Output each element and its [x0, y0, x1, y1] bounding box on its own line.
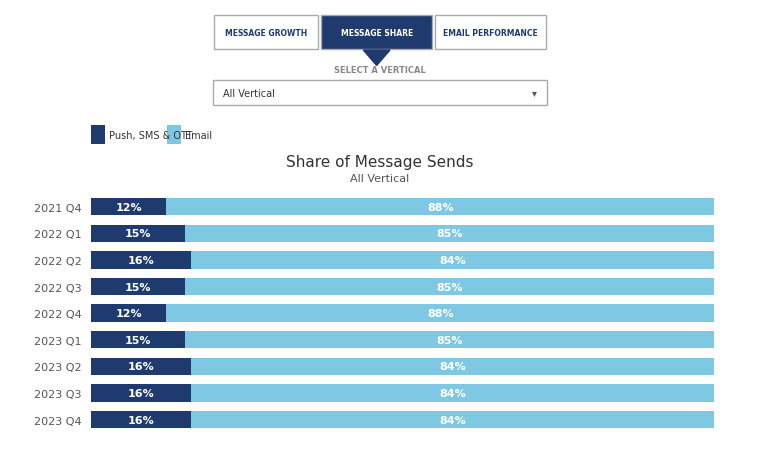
Text: ▾: ▾: [532, 88, 537, 98]
Text: 15%: 15%: [125, 229, 151, 239]
Text: 16%: 16%: [128, 414, 154, 425]
Bar: [185, 225, 714, 242]
Text: 84%: 84%: [439, 255, 466, 265]
Bar: [91, 358, 191, 375]
Text: Email: Email: [185, 130, 213, 140]
Text: Push, SMS & OTT: Push, SMS & OTT: [109, 130, 193, 140]
Text: 84%: 84%: [439, 362, 466, 372]
Text: All Vertical: All Vertical: [223, 88, 274, 98]
Bar: [191, 411, 714, 428]
Text: 88%: 88%: [427, 308, 454, 318]
Bar: [91, 331, 185, 349]
Text: 16%: 16%: [128, 255, 154, 265]
Bar: [91, 305, 166, 322]
Bar: [185, 331, 714, 349]
Text: EMAIL PERFORMANCE: EMAIL PERFORMANCE: [443, 28, 538, 37]
Text: All Vertical: All Vertical: [350, 173, 410, 183]
Text: Share of Message Sends: Share of Message Sends: [287, 155, 473, 170]
Polygon shape: [363, 51, 390, 66]
Text: 16%: 16%: [128, 362, 154, 372]
Bar: [91, 252, 191, 269]
Text: MESSAGE GROWTH: MESSAGE GROWTH: [225, 28, 308, 37]
Text: 15%: 15%: [125, 282, 151, 292]
Text: 84%: 84%: [439, 414, 466, 425]
Bar: [91, 411, 191, 428]
FancyBboxPatch shape: [435, 15, 546, 50]
FancyBboxPatch shape: [321, 15, 432, 50]
Bar: [166, 198, 714, 216]
Text: 12%: 12%: [116, 308, 142, 318]
FancyBboxPatch shape: [167, 126, 181, 145]
Bar: [91, 278, 185, 295]
Bar: [185, 278, 714, 295]
Bar: [166, 305, 714, 322]
Text: 12%: 12%: [116, 202, 142, 212]
Bar: [91, 198, 166, 216]
Text: 85%: 85%: [436, 282, 463, 292]
Bar: [191, 358, 714, 375]
Bar: [191, 252, 714, 269]
FancyBboxPatch shape: [213, 81, 547, 106]
Text: 85%: 85%: [436, 335, 463, 345]
Text: 16%: 16%: [128, 388, 154, 398]
Bar: [91, 385, 191, 402]
Bar: [91, 225, 185, 242]
Bar: [191, 385, 714, 402]
Text: MESSAGE SHARE: MESSAGE SHARE: [340, 28, 413, 37]
Text: 88%: 88%: [427, 202, 454, 212]
FancyBboxPatch shape: [214, 15, 318, 50]
Text: 84%: 84%: [439, 388, 466, 398]
Text: 15%: 15%: [125, 335, 151, 345]
Text: SELECT A VERTICAL: SELECT A VERTICAL: [334, 65, 426, 74]
FancyBboxPatch shape: [91, 126, 104, 145]
Text: 85%: 85%: [436, 229, 463, 239]
